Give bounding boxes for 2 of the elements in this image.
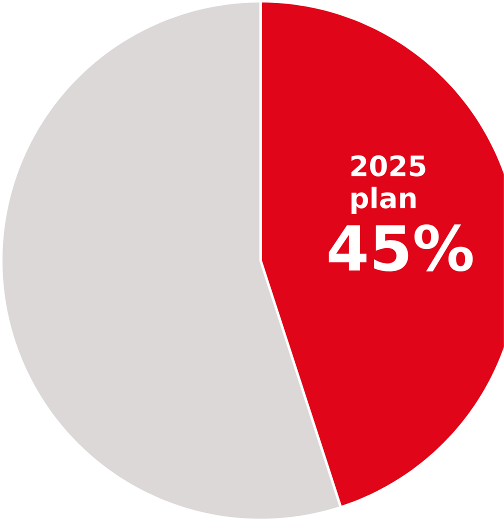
slice-label: 2025 plan (351, 155, 426, 214)
data-label: 45% (328, 224, 473, 272)
